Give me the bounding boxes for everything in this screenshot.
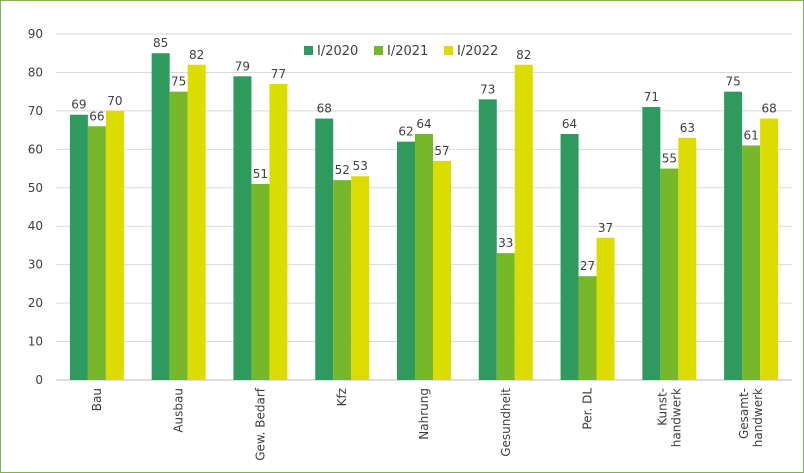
x-tick-label: handwerk: [751, 388, 765, 447]
bar: [496, 253, 515, 380]
bar: [433, 160, 451, 380]
data-label: 51: [253, 167, 268, 181]
x-tick-label: Nahrung: [417, 388, 431, 440]
bar: [233, 76, 252, 381]
x-tick-label: Gesundheit: [499, 388, 513, 457]
bar: [578, 276, 597, 380]
legend-swatch: [304, 46, 313, 55]
bar: [478, 99, 497, 380]
y-tick-label: 10: [28, 335, 43, 349]
data-label: 68: [317, 102, 332, 116]
y-tick-label: 50: [28, 181, 43, 195]
x-tick-label: Per. DL: [581, 388, 595, 430]
x-tick-label-group: Gesamt-handwerk: [737, 388, 765, 447]
bar: [269, 83, 288, 380]
legend-label: I/2021: [387, 44, 428, 59]
bar: [333, 180, 352, 380]
x-tick-label-group: Gesundheit: [499, 388, 513, 457]
y-axis-ticks: 0 10 20 30 40 50 60 70 80 90: [28, 27, 43, 387]
x-tick-label-group: Per. DL: [581, 388, 595, 430]
bar: [351, 176, 370, 380]
bar: [315, 118, 334, 381]
bar: [724, 91, 743, 381]
bar: [251, 183, 270, 380]
bar: [596, 237, 615, 380]
bar: [87, 126, 106, 381]
data-label: 75: [725, 75, 740, 89]
legend-label: I/2020: [317, 44, 358, 59]
data-label: 33: [498, 236, 513, 250]
data-label: 64: [562, 117, 577, 131]
x-tick-label: Gew. Bedarf: [253, 387, 267, 461]
x-tick-label: Kunst-: [655, 388, 669, 426]
x-tick-label-group: Bau: [90, 388, 104, 411]
x-tick-label: Bau: [90, 388, 104, 411]
data-label: 77: [271, 67, 286, 81]
x-tick-label-group: Nahrung: [417, 388, 431, 440]
bar: [105, 110, 124, 380]
bar: [169, 91, 188, 381]
bar: [187, 64, 206, 380]
data-label: 85: [153, 36, 168, 50]
bar: [560, 133, 579, 380]
y-tick-label: 40: [28, 219, 43, 233]
x-tick-label-group: Kfz: [335, 388, 349, 406]
y-tick-label: 0: [35, 373, 43, 387]
data-label: 73: [480, 82, 495, 96]
bar: [415, 133, 433, 380]
y-tick-label: 60: [28, 142, 43, 156]
x-tick-label-group: Kunst-handwerk: [655, 388, 683, 447]
bar: [514, 64, 533, 380]
bar: [678, 137, 697, 380]
x-tick-label: handwerk: [669, 388, 683, 447]
data-label: 82: [516, 48, 531, 62]
legend: I/2020 I/2021 I/2022: [304, 44, 498, 59]
data-label: 57: [434, 144, 449, 158]
x-tick-label-group: Gew. Bedarf: [253, 387, 267, 461]
data-label: 71: [644, 90, 659, 104]
x-axis-ticks: Bau Ausbau Gew. Bedarf Kfz Nahrung Gesundheit…: [90, 387, 765, 461]
bar: [660, 168, 679, 380]
y-tick-label: 20: [28, 296, 43, 310]
bar: [760, 118, 779, 381]
bar: [69, 114, 88, 380]
bar: [397, 141, 415, 380]
y-tick-label: 70: [28, 104, 43, 118]
data-label: 82: [189, 48, 204, 62]
x-tick-label: Gesamt-: [737, 388, 751, 439]
legend-label: I/2022: [457, 44, 498, 59]
data-label: 69: [71, 98, 86, 112]
data-label: 61: [743, 128, 758, 142]
data-label: 68: [761, 102, 776, 116]
data-label: 70: [107, 94, 122, 108]
data-label: 63: [680, 121, 695, 135]
bar: [151, 53, 170, 380]
legend-swatch: [374, 46, 383, 55]
data-label: 64: [416, 117, 431, 131]
legend-swatch: [444, 46, 453, 55]
x-tick-label: Ausbau: [172, 388, 186, 433]
data-label: 53: [353, 159, 368, 173]
bar: [642, 107, 661, 381]
y-tick-label: 90: [28, 27, 43, 41]
data-label: 66: [89, 109, 104, 123]
data-label: 55: [662, 152, 677, 166]
x-tick-label-group: Ausbau: [172, 388, 186, 433]
data-label: 62: [398, 125, 413, 139]
data-label: 52: [335, 163, 350, 177]
y-tick-label: 30: [28, 258, 43, 272]
bar: [742, 145, 761, 380]
data-label: 75: [171, 75, 186, 89]
bars: [69, 53, 779, 381]
data-label: 27: [580, 259, 595, 273]
data-label: 79: [235, 59, 250, 73]
y-tick-label: 80: [28, 65, 43, 79]
data-label: 37: [598, 221, 613, 235]
x-tick-label: Kfz: [335, 388, 349, 406]
